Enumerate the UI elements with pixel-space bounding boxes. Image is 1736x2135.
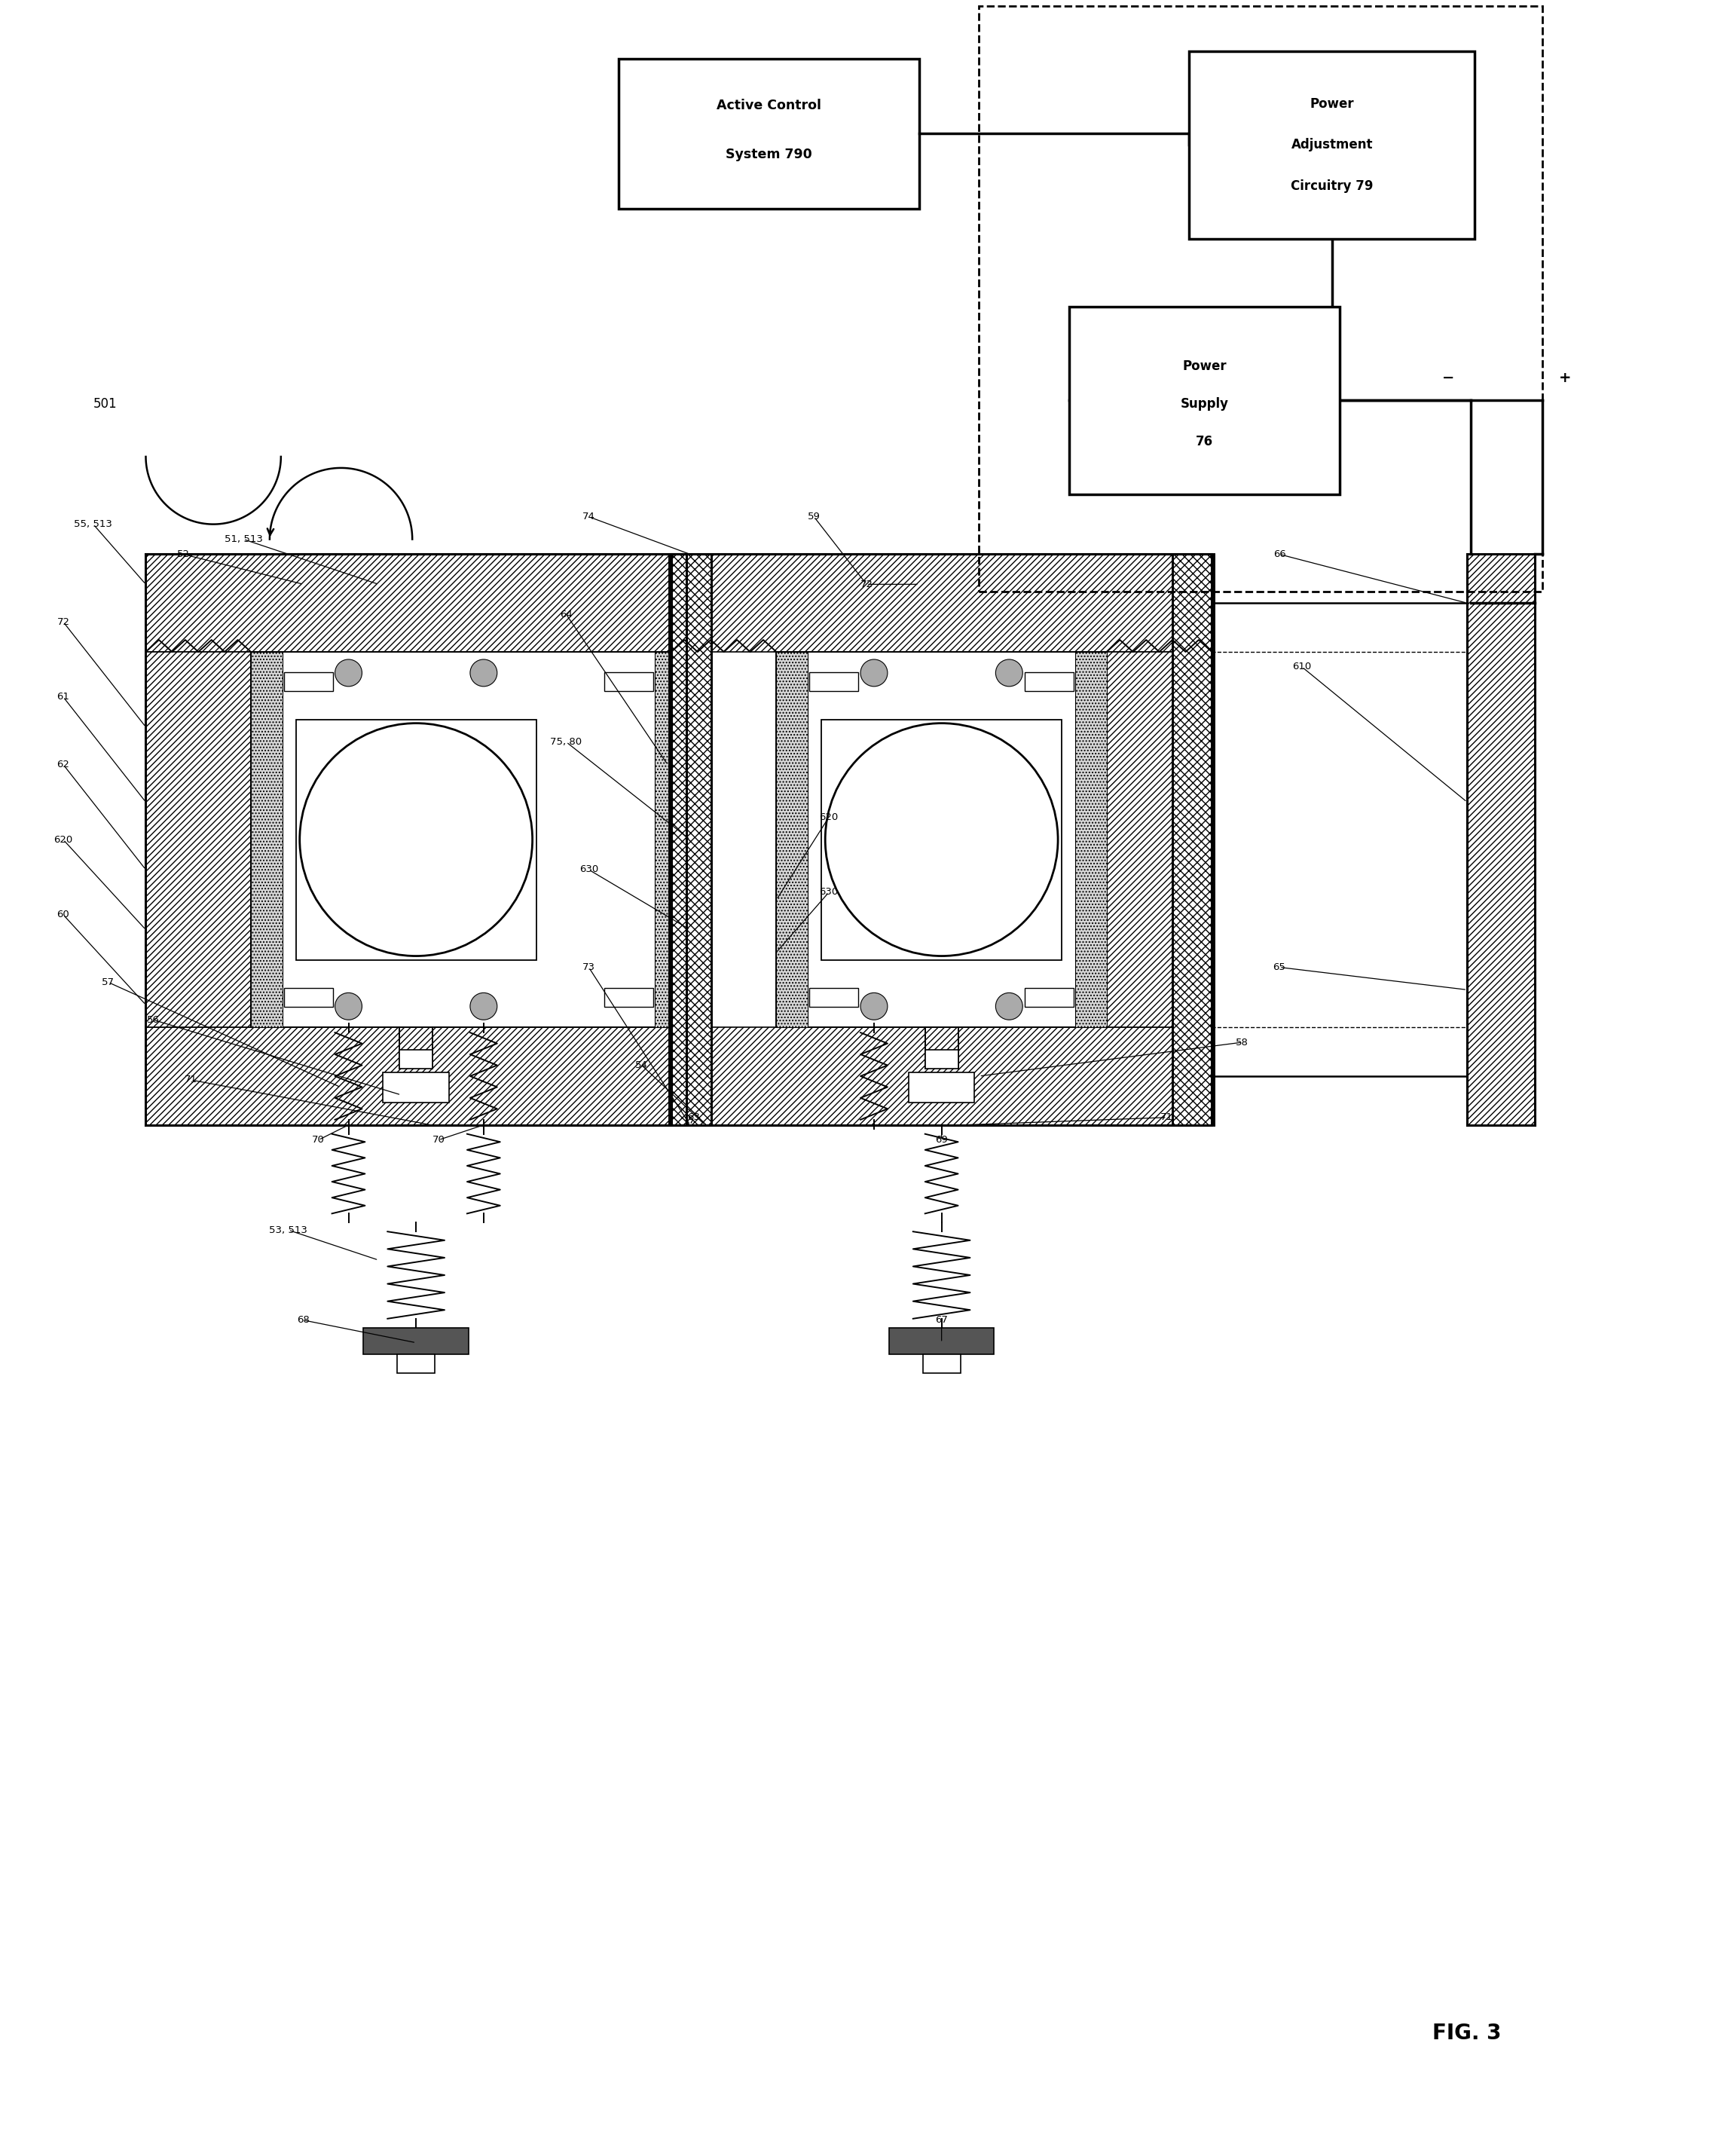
Text: 71: 71: [184, 1076, 198, 1085]
Circle shape: [335, 660, 363, 687]
Text: 57: 57: [102, 978, 115, 986]
Bar: [146, 651, 252, 1027]
Text: 69: 69: [936, 1136, 948, 1144]
Bar: [668, 555, 712, 1125]
Text: System 790: System 790: [726, 147, 812, 162]
Bar: [1108, 651, 1212, 1027]
Bar: [654, 651, 686, 1027]
Text: FIG. 3: FIG. 3: [1432, 2024, 1502, 2043]
Bar: [809, 673, 858, 692]
Text: 75, 80: 75, 80: [550, 737, 582, 747]
Bar: [295, 719, 536, 961]
Text: 63: 63: [687, 1112, 700, 1123]
Circle shape: [996, 660, 1023, 687]
Bar: [252, 651, 283, 1027]
Bar: [672, 555, 1212, 651]
Bar: [285, 989, 333, 1008]
Text: 65: 65: [1272, 963, 1286, 971]
Bar: [1075, 651, 1108, 1027]
Bar: [604, 989, 653, 1008]
Text: 54: 54: [635, 1059, 648, 1070]
Bar: [1024, 989, 1073, 1008]
Text: 52: 52: [177, 549, 189, 559]
Text: 70: 70: [312, 1136, 325, 1144]
Bar: [672, 555, 1212, 1125]
Bar: [776, 651, 1108, 1027]
Bar: [1467, 555, 1535, 1125]
Circle shape: [335, 993, 363, 1021]
Text: 60: 60: [57, 910, 69, 920]
Bar: [925, 1050, 958, 1070]
Text: Power: Power: [1311, 96, 1354, 111]
Bar: [908, 1072, 974, 1102]
Bar: [889, 1328, 995, 1354]
Text: 58: 58: [1236, 1038, 1248, 1048]
Text: 51, 513: 51, 513: [224, 534, 262, 544]
Bar: [924, 1354, 960, 1373]
Text: 73: 73: [582, 963, 595, 971]
Text: 72: 72: [859, 579, 873, 589]
Bar: [821, 719, 1062, 961]
Bar: [1024, 673, 1073, 692]
Circle shape: [996, 993, 1023, 1021]
Bar: [618, 58, 918, 209]
Text: 53, 513: 53, 513: [269, 1225, 307, 1234]
Bar: [1172, 555, 1213, 1125]
Text: 76: 76: [1196, 436, 1213, 448]
Bar: [979, 6, 1542, 591]
Text: 66: 66: [1272, 549, 1286, 559]
Circle shape: [825, 724, 1057, 956]
Text: 70: 70: [432, 1136, 444, 1144]
Bar: [252, 651, 686, 1027]
Circle shape: [300, 724, 533, 956]
Text: 71: 71: [1160, 1112, 1174, 1123]
Text: 610: 610: [1292, 662, 1311, 673]
Bar: [672, 1027, 1212, 1125]
Text: 630: 630: [580, 865, 599, 875]
Text: 74: 74: [582, 512, 595, 521]
Text: 620: 620: [819, 811, 838, 822]
Text: Supply: Supply: [1180, 397, 1229, 410]
Circle shape: [470, 993, 496, 1021]
Text: 61: 61: [57, 692, 69, 702]
Text: 64: 64: [561, 608, 573, 619]
Text: 59: 59: [807, 512, 821, 521]
Text: 501: 501: [94, 397, 116, 410]
Bar: [604, 673, 653, 692]
Text: 62: 62: [57, 760, 69, 769]
Bar: [146, 555, 686, 651]
Bar: [146, 555, 686, 1125]
Text: 67: 67: [936, 1315, 948, 1326]
Bar: [1189, 51, 1474, 239]
Text: Circuitry 79: Circuitry 79: [1290, 179, 1373, 192]
Text: Adjustment: Adjustment: [1292, 139, 1373, 152]
Bar: [399, 1050, 432, 1070]
Text: 68: 68: [297, 1315, 309, 1326]
Bar: [809, 989, 858, 1008]
Text: 56: 56: [148, 1014, 160, 1025]
Text: Active Control: Active Control: [717, 98, 821, 111]
Text: 55, 513: 55, 513: [75, 519, 113, 529]
Bar: [776, 651, 807, 1027]
Bar: [363, 1328, 469, 1354]
Bar: [398, 1354, 434, 1373]
Text: 630: 630: [819, 888, 838, 897]
Circle shape: [470, 660, 496, 687]
Bar: [1069, 307, 1340, 493]
Bar: [146, 1027, 686, 1125]
Bar: [285, 673, 333, 692]
Text: 72: 72: [57, 617, 69, 628]
Text: 620: 620: [54, 835, 73, 845]
Text: +: +: [1559, 371, 1571, 384]
Circle shape: [861, 993, 887, 1021]
Text: Power: Power: [1182, 361, 1226, 374]
Bar: [384, 1072, 450, 1102]
Circle shape: [861, 660, 887, 687]
Text: −: −: [1443, 371, 1455, 384]
